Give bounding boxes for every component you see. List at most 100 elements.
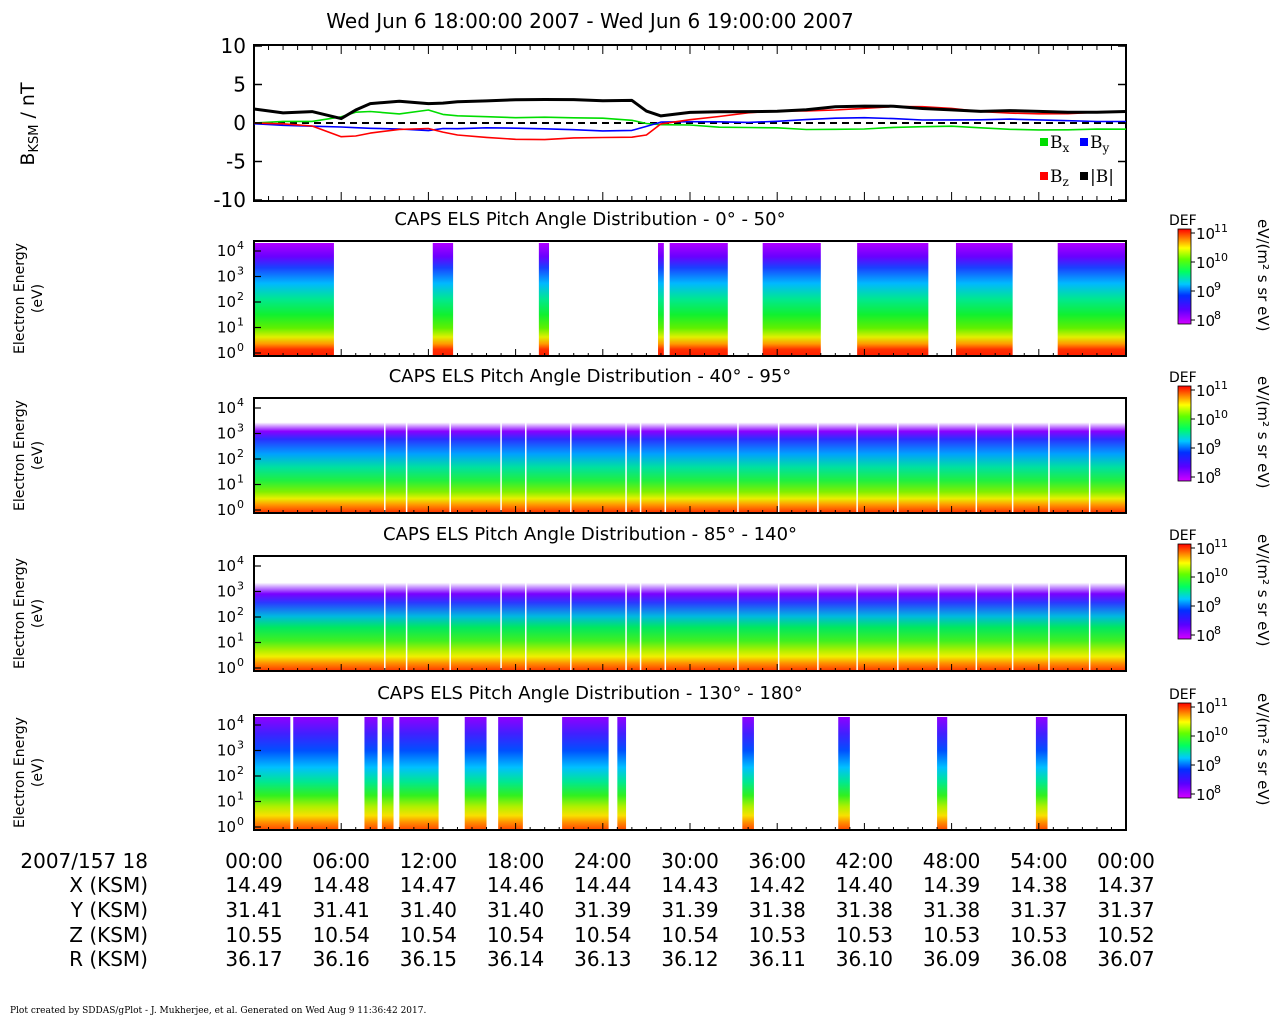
legend-swatch-bx [1040,138,1048,146]
energy-tick-label: 10 [217,634,236,652]
mag-series [253,98,1127,141]
energy-tick-label: 10 [217,767,236,785]
ephemeris-row-label: Y (KSM) [70,898,148,922]
spectrogram-ylabel: Electron Energy (eV) [12,717,46,828]
colorbar-tick-exponent: 8 [1214,624,1221,637]
spectrogram-data-block [254,243,334,355]
spectrogram-data-block [254,717,291,829]
energy-tick-exponent: 3 [237,265,244,278]
ephemeris-value: 36.09 [923,947,980,971]
colorbar-label: DEF [1169,528,1197,544]
spectrogram-panel-3: CAPS ELS Pitch Angle Distribution - 85° … [12,524,1272,677]
ephemeris-value: 14.37 [1097,873,1154,897]
ephemeris-value: 31.40 [487,898,544,922]
colorbar-tick-exponent: 10 [1214,251,1228,264]
spectrogram-title: CAPS ELS Pitch Angle Distribution - 130°… [377,683,803,704]
spectrogram-data-block [1057,243,1126,355]
energy-tick-label: 10 [217,583,236,601]
colorbar-tick-exponent: 10 [1214,566,1228,579]
ephemeris-value: 10.55 [225,923,282,947]
energy-tick-label: 10 [217,742,236,760]
ephemeris-value: 10.54 [313,923,370,947]
mag-legend: Bx By Bz |B| [1040,133,1114,189]
colorbar-tick-label: 10 [1196,540,1215,558]
colorbar-tick-label: 10 [1196,699,1215,717]
time-tick-label: 42:00 [836,849,894,873]
spectrogram-data-block [254,400,1126,512]
spectrogram-data-block [293,717,339,829]
spectrogram-data-block [254,558,1126,670]
spectrogram-ylabel: Electron Energy (eV) [12,558,46,669]
ephemeris-value: 36.15 [400,947,457,971]
time-tick-label: 30:00 [661,849,719,873]
spectrogram-data-block [432,243,454,355]
legend-label-bz: Bz [1050,167,1069,189]
energy-tick-exponent: 4 [237,396,244,409]
spectrogram-panel-4: CAPS ELS Pitch Angle Distribution - 130°… [12,683,1272,836]
energy-tick-exponent: 1 [237,473,244,486]
ephemeris-value: 36.08 [1010,947,1067,971]
spectrogram-data-block [937,717,948,829]
spectrogram-title: CAPS ELS Pitch Angle Distribution - 0° -… [394,209,785,230]
mag-ticks [253,46,1127,200]
spectrogram-data-block [838,717,850,829]
ephemeris-value: 31.37 [1010,898,1067,922]
colorbar-tick-label: 10 [1196,411,1215,429]
colorbar-tick-label: 10 [1196,469,1215,487]
spectrogram-data-block [762,243,821,355]
energy-tick-label: 10 [217,425,236,443]
energy-tick-exponent: 0 [237,341,244,354]
colorbar-unit: eV/(m² s sr eV) [1254,219,1272,331]
colorbar-tick-exponent: 11 [1214,696,1228,709]
energy-tick-exponent: 2 [237,764,244,777]
energy-tick-label: 10 [217,476,236,494]
ephemeris-value: 14.44 [574,873,631,897]
colorbar-label: DEF [1169,687,1197,703]
mag-panel: 10 5 0 -5 -10 BKSM / nT Bx By Bz |B| [17,34,1127,212]
colorbar-tick-exponent: 11 [1214,537,1228,550]
colorbar-tick-exponent: 10 [1214,725,1228,738]
energy-tick-label: 10 [217,793,236,811]
ephemeris-row-label: Z (KSM) [69,923,148,947]
time-tick-label: 36:00 [748,849,806,873]
mag-ytick-label: -10 [213,188,246,212]
ephemeris-value: 14.42 [749,873,806,897]
spectrogram-data-block [464,717,487,829]
spectrogram-data-block [742,717,754,829]
ephemeris-value: 31.39 [574,898,631,922]
energy-tick-label: 10 [217,399,236,417]
spectrogram-data-block [364,717,378,829]
colorbar-unit: eV/(m² s sr eV) [1254,376,1272,488]
ephemeris-value: 36.14 [487,947,544,971]
spectrogram-panel-1: CAPS ELS Pitch Angle Distribution - 0° -… [12,209,1272,362]
ephemeris-row-label: X (KSM) [69,873,148,897]
ephemeris-value: 10.53 [749,923,806,947]
ephemeris-table: 2007/157 18 00:00 06:00 12:00 18:00 24:00 30:0… [20,849,1154,971]
ephemeris-row-label: R (KSM) [69,947,148,971]
ephemeris-value: 14.38 [1010,873,1067,897]
energy-tick-exponent: 4 [237,554,244,567]
mag-ylabel: BKSM / nT [17,82,42,166]
colorbar-unit: eV/(m² s sr eV) [1254,693,1272,805]
colorbar-tick-label: 10 [1196,283,1215,301]
energy-tick-label: 10 [217,268,236,286]
ephemeris-value: 36.17 [225,947,282,971]
spectrogram-panel-2: CAPS ELS Pitch Angle Distribution - 40° … [12,366,1272,519]
ephemeris-value: 10.53 [836,923,893,947]
legend-swatch-bmag [1080,172,1088,180]
time-tick-label: 00:00 [1097,849,1155,873]
legend-label-bmag: |B| [1090,167,1114,187]
colorbar-tick-exponent: 11 [1214,222,1228,235]
mag-ytick-label: 0 [233,111,246,135]
spectrogram-ylabel: Electron Energy (eV) [12,400,46,511]
spectrogram-data-block [381,717,394,829]
energy-tick-exponent: 0 [237,815,244,828]
ephemeris-value: 14.46 [487,873,544,897]
legend-swatch-by [1080,138,1088,146]
energy-tick-label: 10 [217,659,236,677]
energy-tick-exponent: 3 [237,422,244,435]
ephemeris-value: 14.39 [923,873,980,897]
